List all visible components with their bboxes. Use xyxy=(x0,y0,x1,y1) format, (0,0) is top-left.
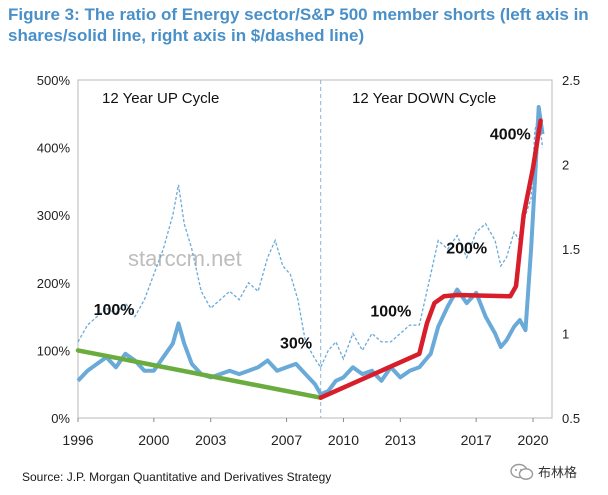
watermark: starccm.net xyxy=(128,246,242,271)
region-label-up: 12 Year UP Cycle xyxy=(102,90,219,107)
annotation-label: 400% xyxy=(490,126,531,143)
wechat-icon xyxy=(510,463,534,480)
region-label-down: 12 Year DOWN Cycle xyxy=(352,90,496,107)
green-trend-line xyxy=(75,348,323,400)
y-left-tick-label: 100% xyxy=(37,343,71,358)
y-right-tick-label: 1 xyxy=(562,327,569,342)
source-note: Source: J.P. Morgan Quantitative and Der… xyxy=(22,470,332,484)
annotation-label: 100% xyxy=(94,302,135,319)
x-tick-label: 2010 xyxy=(328,432,359,448)
x-tick-label: 2000 xyxy=(138,432,169,448)
y-left-tick-label: 400% xyxy=(37,141,71,156)
chart-title: Figure 3: The ratio of Energy sector/S&P… xyxy=(8,5,589,45)
red-trend-line xyxy=(318,118,543,400)
y-right-tick-label: 2 xyxy=(562,158,569,173)
annotation-label: 200% xyxy=(446,241,487,258)
badge-label: 布林格 xyxy=(538,466,578,481)
x-tick-label: 2017 xyxy=(461,432,492,448)
annotation-label: 30% xyxy=(280,335,312,352)
y-left-tick-label: 300% xyxy=(37,208,71,223)
solid-series-line xyxy=(76,105,545,397)
y-right-tick-label: 1.5 xyxy=(562,242,580,257)
chart: starccm.net 1996 2000 2003 2007 2010 2013 2017… xyxy=(37,73,580,448)
x-tick-label: 2013 xyxy=(385,432,416,448)
plot-frame xyxy=(77,79,553,419)
y-left-tick-label: 0% xyxy=(51,411,70,426)
annotation-label: 100% xyxy=(370,304,411,321)
y-right-tick-label: 2.5 xyxy=(562,73,580,88)
wechat-badge: 布林格 xyxy=(510,462,577,481)
y-left-tick-label: 200% xyxy=(37,276,71,291)
x-tick-label: 2020 xyxy=(517,432,548,448)
x-tick-label: 1996 xyxy=(62,432,93,448)
y-right-tick-label: 0.5 xyxy=(562,411,580,426)
dashed-series-line xyxy=(77,113,544,369)
x-tick-label: 2003 xyxy=(195,432,226,448)
x-tick-label: 2007 xyxy=(271,432,302,448)
y-left-tick-label: 500% xyxy=(37,73,71,88)
